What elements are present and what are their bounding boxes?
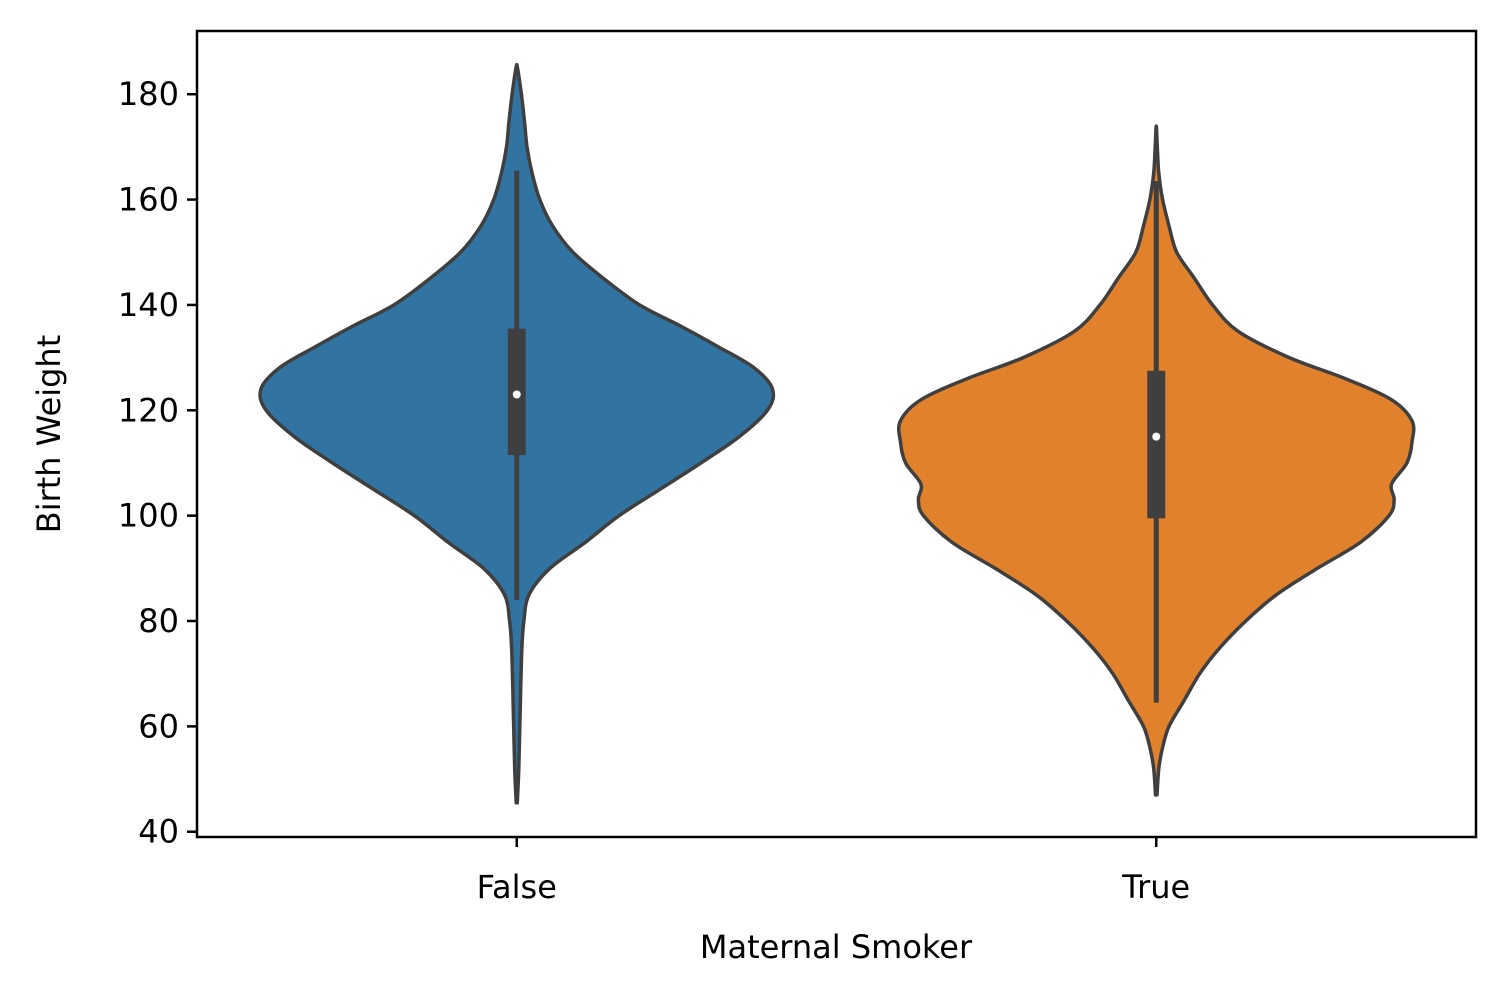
median-dot-false [512, 390, 521, 399]
iqr-box-true [1147, 370, 1166, 519]
y-tick-label: 160 [118, 181, 179, 219]
y-tick-label: 80 [138, 602, 179, 640]
y-tick-label: 140 [118, 286, 179, 324]
y-tick-label: 180 [118, 75, 179, 113]
y-tick-label: 120 [118, 391, 179, 429]
y-tick-label: 100 [118, 497, 179, 535]
x-tick-label-true: True [1121, 868, 1190, 906]
y-axis-label: Birth Weight [30, 335, 68, 533]
y-axis: 40 60 80 100 120 140 160 180 [118, 75, 197, 851]
violins-group [258, 62, 1416, 805]
x-axis-label: Maternal Smoker [700, 928, 973, 966]
x-axis: False True [477, 837, 1190, 906]
plot-frame [195, 29, 1478, 839]
y-tick-label: 40 [138, 813, 179, 851]
median-dot-true [1152, 432, 1161, 441]
y-tick-label: 60 [138, 707, 179, 745]
x-tick-label-false: False [477, 868, 557, 906]
